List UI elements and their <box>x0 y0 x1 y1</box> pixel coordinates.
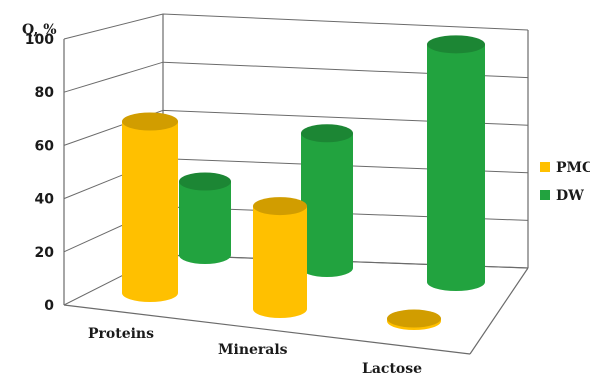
bar-pmc-lactose <box>387 309 441 330</box>
bar-pmc-minerals <box>253 197 307 318</box>
category-label: Proteins <box>88 326 154 342</box>
y-tick-label: 100 <box>25 32 54 48</box>
gridline <box>63 109 529 146</box>
category-labels: Proteins Minerals Lactose <box>88 326 422 376</box>
gridline <box>63 61 529 93</box>
y-tick-label: 0 <box>44 298 54 314</box>
y-tick-labels: 0 20 40 60 80 100 <box>25 32 54 314</box>
y-axis-label: Q, % <box>22 22 57 38</box>
bar-dw-minerals <box>301 124 353 277</box>
floor-front-edge <box>63 304 471 355</box>
legend-swatch <box>540 162 550 172</box>
bars <box>122 35 485 330</box>
y-tick-label: 20 <box>35 245 55 261</box>
category-label: Minerals <box>218 342 288 358</box>
bar-pmc-proteins <box>122 112 178 302</box>
gridline <box>63 13 529 40</box>
legend: PMC DW <box>540 160 590 204</box>
legend-label: PMC <box>556 160 590 176</box>
y-tick-label: 80 <box>35 85 55 101</box>
floor-right-edge <box>469 267 529 355</box>
y-tick-label: 60 <box>35 138 55 154</box>
legend-swatch <box>540 190 550 200</box>
y-tick-label: 40 <box>35 192 55 208</box>
legend-label: DW <box>556 188 584 204</box>
category-label: Lactose <box>362 361 422 376</box>
bar-dw-proteins <box>179 172 231 264</box>
bar-dw-lactose <box>427 35 485 291</box>
